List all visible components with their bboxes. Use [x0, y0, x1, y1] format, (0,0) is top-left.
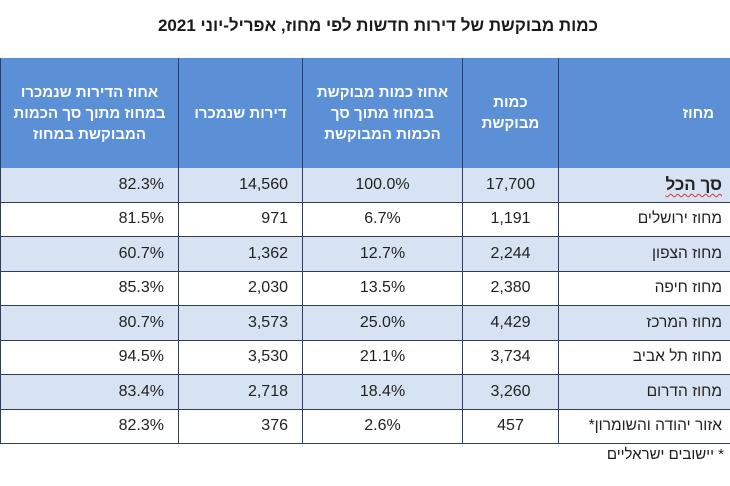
cell-sold: 2,718 — [178, 374, 303, 410]
cell-sold: 1,362 — [178, 236, 303, 272]
cell-sold: 2,030 — [178, 271, 303, 306]
cell-district: מחוז תל אביב — [558, 340, 730, 375]
cell-demand: 2,380 — [462, 271, 559, 306]
cell-district: מחוז ירושלים — [558, 202, 730, 237]
table-row: 94.5% 3,530 21.1% 3,734 מחוז תל אביב — [0, 340, 730, 375]
cell-demand: 3,260 — [462, 374, 559, 410]
cell-pct-demand: 13.5% — [302, 271, 463, 306]
cell-demand: 3,734 — [462, 340, 559, 375]
cell-district: סך הכל — [558, 168, 730, 203]
table-row: 85.3% 2,030 13.5% 2,380 מחוז חיפה — [0, 271, 730, 306]
table-row: 60.7% 1,362 12.7% 2,244 מחוז הצפון — [0, 236, 730, 272]
table-row: 82.3% 376 2.6% 457 אזור יהודה והשומרון* — [0, 409, 730, 444]
cell-pct-demand: 25.0% — [302, 305, 463, 341]
cell-sold: 14,560 — [178, 168, 303, 203]
cell-pct-demand: 6.7% — [302, 202, 463, 237]
cell-demand: 1,191 — [462, 202, 559, 237]
cell-pct-sold: 82.3% — [0, 168, 179, 203]
demand-table: אחוז הדירות שנמכרו במחוז מתוך סך הכמות ה… — [0, 58, 730, 444]
cell-pct-sold: 94.5% — [0, 340, 179, 375]
table-row: 81.5% 971 6.7% 1,191 מחוז ירושלים — [0, 202, 730, 237]
table-row: 83.4% 2,718 18.4% 3,260 מחוז הדרום — [0, 374, 730, 410]
cell-district: מחוז הצפון — [558, 236, 730, 272]
cell-pct-sold: 80.7% — [0, 305, 179, 341]
cell-pct-sold: 60.7% — [0, 236, 179, 272]
cell-demand: 4,429 — [462, 305, 559, 341]
cell-pct-demand: 12.7% — [302, 236, 463, 272]
header-row: אחוז הדירות שנמכרו במחוז מתוך סך הכמות ה… — [0, 58, 730, 168]
cell-sold: 3,573 — [178, 305, 303, 341]
cell-pct-sold: 81.5% — [0, 202, 179, 237]
cell-pct-sold: 82.3% — [0, 409, 179, 444]
cell-sold: 3,530 — [178, 340, 303, 375]
header-district: מחוז — [558, 58, 730, 168]
cell-sold: 971 — [178, 202, 303, 237]
header-pct-demand: אחוז כמות מבוקשת במחוז מתוך סך הכמות המב… — [302, 58, 463, 168]
cell-district: מחוז חיפה — [558, 271, 730, 306]
cell-pct-sold: 85.3% — [0, 271, 179, 306]
cell-demand: 2,244 — [462, 236, 559, 272]
cell-pct-demand: 21.1% — [302, 340, 463, 375]
cell-demand: 17,700 — [462, 168, 559, 203]
table-row: 80.7% 3,573 25.0% 4,429 מחוז המרכז — [0, 305, 730, 341]
cell-sold: 376 — [178, 409, 303, 444]
cell-district: אזור יהודה והשומרון* — [558, 409, 730, 444]
header-demand: כמות מבוקשת — [462, 58, 559, 168]
table-row: 82.3% 14,560 100.0% 17,700 סך הכל — [0, 168, 730, 203]
cell-pct-sold: 83.4% — [0, 374, 179, 410]
cell-demand: 457 — [462, 409, 559, 444]
footnote: * יישובים ישראליים — [606, 446, 724, 463]
cell-district: מחוז המרכז — [558, 305, 730, 341]
header-sold: דירות שנמכרו — [178, 58, 303, 168]
cell-district: מחוז הדרום — [558, 374, 730, 410]
header-pct-sold: אחוז הדירות שנמכרו במחוז מתוך סך הכמות ה… — [0, 58, 179, 168]
cell-pct-demand: 100.0% — [302, 168, 463, 203]
cell-pct-demand: 2.6% — [302, 409, 463, 444]
table-title: כמות מבוקשת של דירות חדשות לפי מחוז, אפר… — [157, 16, 598, 35]
cell-pct-demand: 18.4% — [302, 374, 463, 410]
